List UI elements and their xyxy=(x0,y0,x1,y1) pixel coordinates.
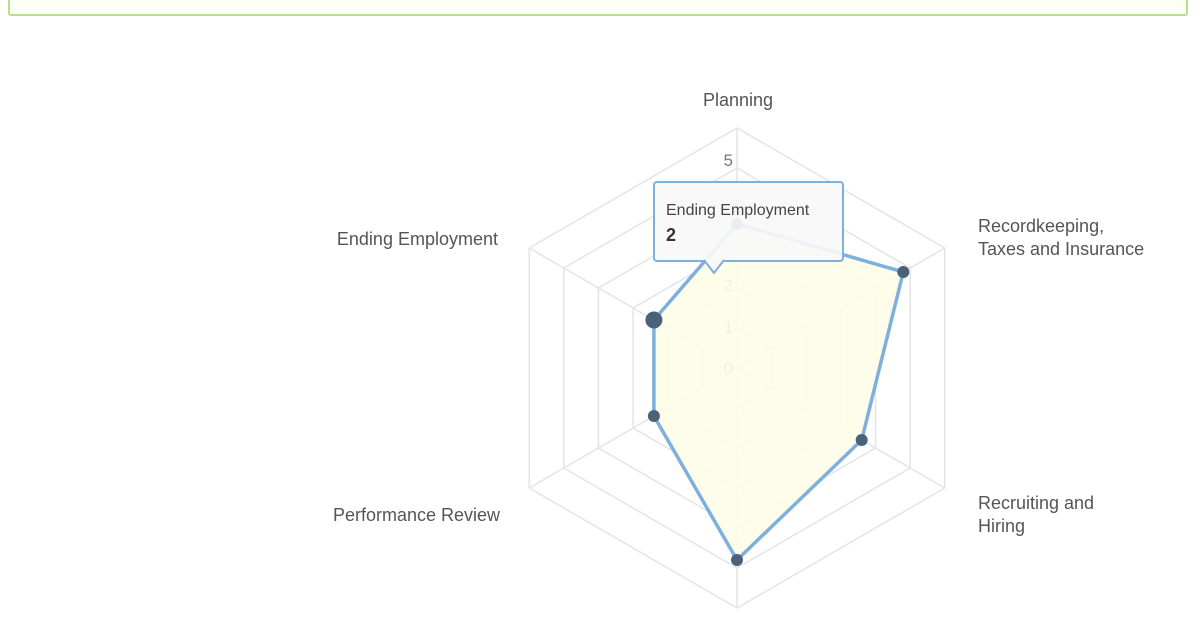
category-label: Recruiting and xyxy=(978,493,1094,513)
category-label: Ending Employment xyxy=(337,229,498,249)
data-point[interactable] xyxy=(731,554,743,566)
tooltip-value: 2 xyxy=(666,225,676,245)
tick-label: 5 xyxy=(724,151,733,170)
series-area xyxy=(652,222,906,562)
category-label: Recordkeeping, xyxy=(978,216,1104,236)
category-label: Taxes and Insurance xyxy=(978,239,1144,259)
category-label: Hiring xyxy=(978,516,1025,536)
tooltip-pointer xyxy=(703,259,725,275)
tooltip: Ending Employment 2 xyxy=(653,181,844,275)
data-point[interactable] xyxy=(897,266,910,278)
category-label: Performance Review xyxy=(333,505,501,525)
series-layer xyxy=(645,218,910,566)
data-point[interactable] xyxy=(855,434,868,446)
tooltip-box xyxy=(653,181,844,262)
data-point[interactable] xyxy=(647,410,660,422)
category-label: Planning xyxy=(703,90,773,110)
tooltip-category: Ending Employment xyxy=(666,202,810,219)
category-labels: Planning Recordkeeping, Taxes and Insuranc… xyxy=(333,90,1144,536)
top-bar xyxy=(8,0,1188,16)
data-point[interactable] xyxy=(645,311,663,329)
